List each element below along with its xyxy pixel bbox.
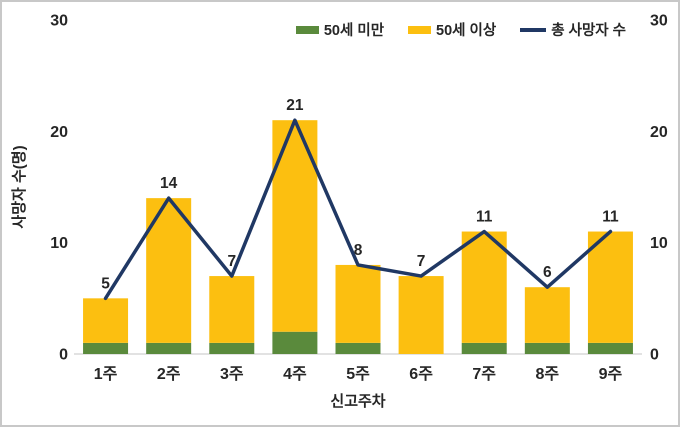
bar-week-4-over50 (272, 120, 318, 332)
y-tick-right-10: 10 (650, 235, 668, 252)
bar-week-1-over50 (83, 298, 129, 343)
over-50-swatch-icon (408, 25, 432, 34)
data-label-week-3: 7 (227, 253, 236, 270)
y-tick-left-10: 10 (50, 235, 68, 252)
under-50-swatch-icon (295, 25, 319, 34)
legend-item-over-50: 50세 이상 (408, 19, 496, 40)
legend-item-under-50: 50세 미만 (295, 19, 385, 40)
bar-week-7-under50 (461, 342, 507, 354)
data-label-week-7: 11 (476, 209, 493, 226)
data-label-week-4: 21 (286, 97, 304, 114)
total-line-series (103, 118, 613, 301)
x-tick-week-8: 8주 (536, 365, 560, 383)
x-tick-week-1: 1주 (94, 365, 118, 383)
bar-week-6-over50 (398, 276, 444, 354)
x-tick-week-6: 6주 (409, 365, 433, 383)
bar-week-4-under50 (272, 331, 318, 354)
y-axis-ticks-right: 0 10 20 30 (650, 13, 668, 364)
bar-week-1-under50 (83, 342, 129, 354)
bar-week-5-under50 (335, 342, 381, 354)
x-axis-title: 신고주차 (330, 393, 385, 410)
y-axis-ticks-left: 0 10 20 30 (50, 13, 68, 364)
total-line-swatch-icon (520, 27, 547, 32)
legend-label-total-line: 총 사망자 수 (551, 23, 626, 39)
y-tick-left-0: 0 (59, 347, 68, 364)
data-labels-group: 5 14 7 21 8 7 11 6 11 (101, 97, 619, 292)
legend-item-total-line: 총 사망자 수 (520, 19, 626, 40)
x-tick-week-7: 7주 (472, 365, 496, 383)
legend-label-over-50: 50세 이상 (436, 23, 497, 39)
data-label-week-5: 8 (354, 242, 363, 259)
bar-week-3-over50 (209, 276, 255, 343)
y-tick-left-30: 30 (50, 13, 68, 30)
x-axis-ticks: 1주 2주 3주 4주 5주 6주 7주 8주 9주 (94, 365, 623, 383)
bar-week-8-under50 (524, 342, 570, 354)
y-tick-left-20: 20 (50, 124, 68, 141)
x-tick-week-5: 5주 (346, 365, 370, 383)
data-label-week-8: 6 (543, 264, 552, 281)
data-label-week-6: 7 (417, 253, 426, 270)
bar-week-5-over50 (335, 264, 381, 343)
chart-legend: 50세 미만 50세 이상 총 사망자 수 (295, 19, 626, 40)
y-axis-title: 사망자 수(명) (10, 145, 28, 228)
bar-week-9-under50 (587, 342, 633, 354)
bar-week-9-over50 (587, 231, 633, 343)
bar-week-2-under50 (146, 342, 192, 354)
x-tick-week-2: 2주 (157, 365, 181, 383)
bar-week-3-under50 (209, 342, 255, 354)
bar-week-8-over50 (524, 287, 570, 343)
data-label-week-1: 5 (101, 275, 110, 292)
data-label-week-9: 11 (602, 209, 619, 226)
y-tick-right-0: 0 (650, 347, 659, 364)
y-tick-right-30: 30 (650, 13, 668, 30)
bars-group (83, 120, 633, 354)
x-tick-week-3: 3주 (220, 365, 244, 383)
x-tick-week-4: 4주 (283, 365, 307, 383)
legend-label-under-50: 50세 미만 (323, 23, 385, 39)
y-tick-right-20: 20 (650, 124, 668, 141)
x-tick-week-9: 9주 (599, 365, 623, 383)
bar-week-7-over50 (461, 231, 507, 343)
data-label-week-2: 14 (160, 175, 178, 192)
